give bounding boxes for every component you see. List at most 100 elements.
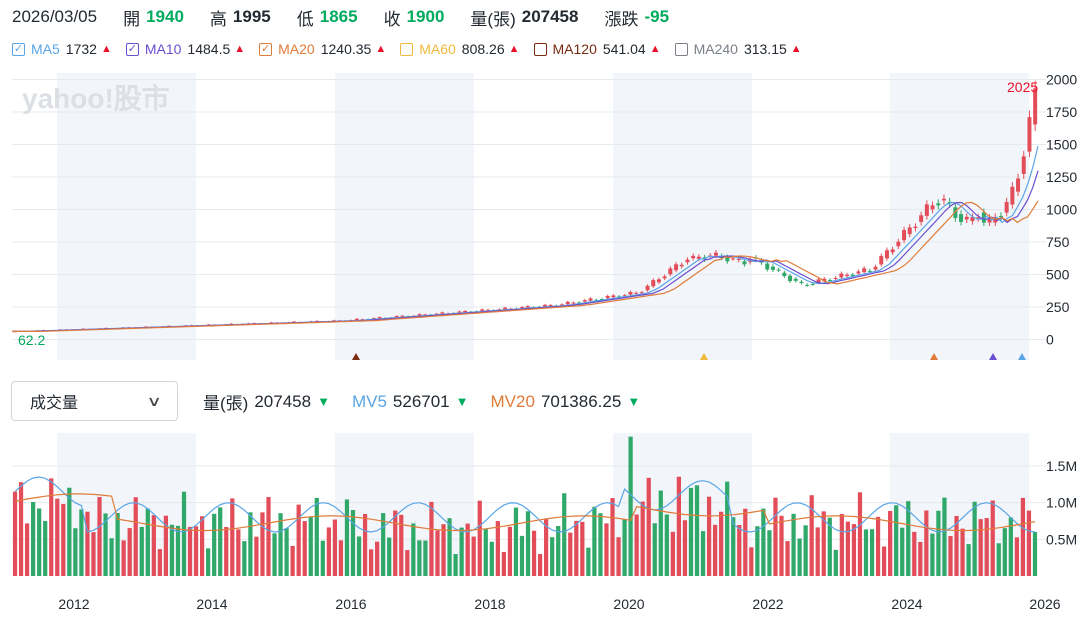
candle (884, 250, 889, 259)
volume-bar (821, 511, 826, 576)
ma-toggle-ma5[interactable]: ✓ MA5 1732 ▲ (12, 41, 112, 57)
volume-bar (43, 521, 48, 576)
candle (987, 217, 992, 223)
candle (525, 306, 530, 308)
candle (599, 298, 604, 300)
volume-bar (912, 531, 917, 576)
volume-bar (320, 540, 325, 576)
volume-bar (278, 513, 283, 576)
volume-bar (791, 513, 796, 576)
candle (651, 280, 656, 287)
volume-bar (218, 507, 223, 576)
ma-toggle-ma20[interactable]: ✓ MA20 1240.35 ▲ (259, 41, 386, 57)
candle (571, 302, 576, 304)
volume-bar (332, 519, 338, 576)
volume-legend-name: 量(張) (203, 394, 249, 413)
volume-bar (803, 525, 808, 576)
checkbox-unchecked-icon[interactable] (533, 42, 547, 56)
volume-bar (610, 498, 615, 576)
candle (879, 256, 884, 265)
candle (1004, 201, 1009, 213)
volume-bar (537, 554, 543, 576)
price-chart[interactable]: 2000 1750 1500 1250 1000 750 500 250 0 yahoo!股市 20… (0, 60, 1086, 422)
open-label: 開 (123, 9, 141, 29)
candle (896, 241, 901, 247)
candle (605, 295, 610, 299)
ma-toggle-ma120[interactable]: MA120 541.04 ▲ (533, 41, 661, 57)
volume-bar (833, 549, 838, 576)
ma-toggle-ma10[interactable]: ✓ MA10 1484.5 ▲ (125, 41, 245, 57)
y-tick-label: 0 (1046, 332, 1054, 348)
mv5-line (14, 476, 1036, 533)
volume-bar (115, 513, 120, 576)
volume-bar (628, 436, 633, 576)
y-tick-label: 1500 (1046, 137, 1077, 153)
y-tick-label: 1250 (1046, 169, 1077, 185)
volume-bar (169, 524, 175, 576)
volume-bar (875, 516, 881, 576)
volume-legend-value: 526701 (392, 391, 450, 411)
ma-toggle-ma240[interactable]: MA240 313.15 ▲ (674, 41, 802, 57)
volume-bar (284, 528, 289, 576)
checkbox-unchecked-icon[interactable] (674, 42, 688, 56)
volume-value: 207458 (521, 7, 579, 26)
volume-bar (556, 525, 561, 576)
volume-bar (869, 529, 875, 576)
candle (548, 305, 553, 307)
volume-bar (212, 513, 217, 576)
volume-bar (248, 512, 253, 576)
volume-bar (24, 523, 30, 576)
volume-bar (489, 541, 494, 576)
volume-bar (224, 526, 229, 576)
candle (924, 204, 929, 216)
event-marker-icon (1018, 353, 1026, 360)
volume-bar (453, 554, 458, 576)
volume-bar (387, 537, 392, 576)
volume-bar (272, 533, 277, 576)
volume-bar (942, 497, 947, 576)
candle (503, 307, 508, 310)
volume-bar (55, 498, 60, 576)
volume-bar (706, 496, 712, 576)
volume-bar (544, 519, 549, 576)
volume-bar (411, 523, 416, 576)
candle (953, 207, 958, 219)
candle (423, 314, 428, 316)
volume-bar (1002, 528, 1007, 576)
volume-bar (978, 519, 983, 576)
ma-toggle-ma60[interactable]: MA60 808.26 ▲ (400, 41, 520, 57)
volume-bar (984, 518, 989, 576)
candle (902, 230, 907, 241)
volume-bar (441, 524, 446, 576)
ma-name: MA5 (31, 41, 60, 57)
candle (696, 256, 701, 259)
candle (1027, 117, 1032, 152)
min-price-label: 62.2 (18, 332, 45, 348)
checkbox-checked-icon[interactable]: ✓ (259, 42, 273, 56)
volume-bar (91, 532, 96, 576)
candle (656, 279, 661, 283)
candle (930, 205, 935, 210)
volume-bar (61, 503, 66, 576)
up-arrow-icon: ▲ (508, 43, 520, 55)
candle (856, 271, 861, 274)
volume-bar (381, 513, 386, 576)
volume-bar (290, 545, 295, 576)
checkbox-unchecked-icon[interactable] (400, 42, 414, 56)
volume-bar (79, 509, 84, 576)
ma-name: MA60 (419, 41, 456, 57)
indicator-dropdown[interactable]: 成交量 ∨ (11, 381, 178, 421)
candle (588, 298, 593, 301)
checkbox-checked-icon[interactable]: ✓ (12, 42, 25, 56)
volume-chart[interactable]: 1.5M 1.0M 0.5M 2012 2014 2016 2018 2020 2022 2024… (0, 429, 1086, 619)
volume-bar (694, 485, 700, 576)
candle (1021, 156, 1026, 174)
volume-legend-value: 701386.25 (540, 391, 622, 411)
checkbox-checked-icon[interactable]: ✓ (125, 42, 139, 56)
volume-bar (688, 487, 694, 576)
volume-bar (652, 523, 657, 576)
candle (850, 274, 855, 277)
chart-band (613, 73, 752, 360)
candle (959, 214, 964, 222)
volume-bar (139, 526, 144, 576)
